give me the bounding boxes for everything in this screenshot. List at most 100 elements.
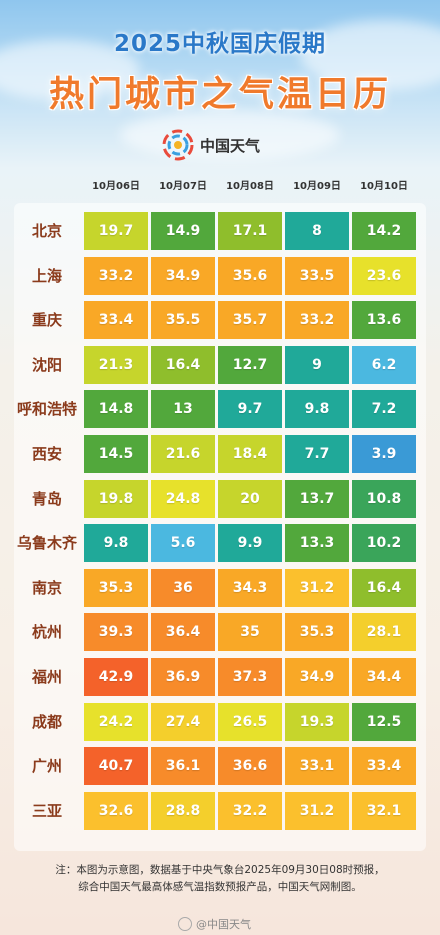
temperature-cell: 28.8 — [151, 791, 215, 830]
temperature-cell: 36.1 — [151, 747, 215, 786]
temperature-cell: 33.2 — [285, 301, 349, 340]
temperature-cell: 9.7 — [218, 390, 282, 429]
temperature-cell: 10.2 — [352, 524, 416, 563]
temperature-cell: 14.9 — [151, 212, 215, 250]
city-label: 乌鲁木齐 — [16, 534, 77, 553]
temperature-cell: 17.1 — [218, 212, 282, 250]
temperature-cell: 12.5 — [352, 702, 416, 741]
temperature-cell: 42.9 — [84, 658, 148, 696]
temperature-cell: 33.1 — [285, 747, 349, 786]
temperature-cell: 12.7 — [218, 345, 282, 384]
city-label: 上海 — [31, 266, 62, 285]
temperature-cell: 14.5 — [84, 435, 148, 473]
temperature-cell: 16.4 — [352, 568, 416, 607]
temperature-cell: 19.8 — [84, 479, 148, 518]
temperature-cell: 9 — [285, 345, 349, 384]
temperature-cell: 9.9 — [218, 524, 282, 563]
temperature-cell: 37.3 — [218, 658, 282, 696]
temperature-cell: 39.3 — [84, 613, 148, 652]
watermark-text: @中国天气 — [196, 918, 251, 931]
temperature-cell: 16.4 — [151, 345, 215, 384]
brand-logo: 中国天气 — [162, 128, 260, 162]
watermark: @中国天气 — [178, 916, 251, 932]
temperature-cell: 26.5 — [218, 702, 282, 741]
temperature-cell: 13 — [151, 390, 215, 429]
temperature-cell: 14.2 — [352, 212, 416, 250]
city-label: 广州 — [31, 757, 62, 776]
footnote: 注：本图为示意图，数据基于中央气象台2025年09月30日08时预报， 综合中国… — [0, 862, 440, 896]
temperature-cell: 36.6 — [218, 747, 282, 786]
temperature-cell: 34.9 — [151, 256, 215, 295]
temperature-cell: 34.3 — [218, 568, 282, 607]
temperature-cell: 27.4 — [151, 702, 215, 741]
temperature-cell: 24.8 — [151, 479, 215, 518]
temperature-cell: 31.2 — [285, 568, 349, 607]
temperature-cell: 35.5 — [151, 301, 215, 340]
temperature-cell: 32.6 — [84, 791, 148, 830]
temperature-cell: 10.8 — [352, 479, 416, 518]
temperature-cell: 18.4 — [218, 435, 282, 473]
city-label: 南京 — [31, 578, 62, 597]
temperature-cell: 28.1 — [352, 613, 416, 652]
temperature-cell: 33.4 — [84, 301, 148, 340]
city-label: 三亚 — [31, 801, 62, 820]
city-label: 北京 — [31, 222, 62, 240]
city-label: 成都 — [31, 712, 62, 731]
temperature-cell: 6.2 — [352, 345, 416, 384]
city-label: 杭州 — [31, 623, 62, 642]
temperature-cell: 20 — [218, 479, 282, 518]
temperature-cell: 7.7 — [285, 435, 349, 473]
column-header: 10月06日 — [92, 181, 140, 192]
temperature-cell: 9.8 — [84, 524, 148, 563]
temperature-cell: 7.2 — [352, 390, 416, 429]
temperature-cell: 35.3 — [285, 613, 349, 652]
temperature-cell: 24.2 — [84, 702, 148, 741]
page-subtitle: 2025中秋国庆假期 — [113, 31, 326, 57]
weather-logo-icon — [162, 129, 194, 161]
temperature-cell: 34.9 — [285, 658, 349, 696]
footnote-line-2: 综合中国天气最高体感气温指数预报产品，中国天气网制图。 — [78, 881, 362, 893]
city-label: 青岛 — [31, 489, 62, 508]
temperature-cell: 19.3 — [285, 702, 349, 741]
city-label: 福州 — [31, 668, 62, 686]
temperature-cell: 13.7 — [285, 479, 349, 518]
temperature-cell: 36.4 — [151, 613, 215, 652]
temperature-cell: 35.3 — [84, 568, 148, 607]
temperature-cell: 14.8 — [84, 390, 148, 429]
temperature-cell: 31.2 — [285, 791, 349, 830]
temperature-cell: 34.4 — [352, 658, 416, 696]
column-header: 10月10日 — [360, 181, 408, 192]
temperature-cell: 21.6 — [151, 435, 215, 473]
city-label: 重庆 — [31, 311, 62, 330]
column-header: 10月08日 — [226, 181, 274, 192]
temperature-cell: 35 — [218, 613, 282, 652]
temperature-cell: 33.2 — [84, 256, 148, 295]
column-header: 10月07日 — [159, 181, 207, 192]
temperature-cell: 5.6 — [151, 524, 215, 563]
temperature-cell: 33.4 — [352, 747, 416, 786]
header: 2025中秋国庆假期 热门城市之气温日历 中国天气 — [0, 0, 440, 175]
temperature-cell: 32.2 — [218, 791, 282, 830]
temperature-cell: 9.8 — [285, 390, 349, 429]
temperature-cell: 35.6 — [218, 256, 282, 295]
temperature-cell: 33.5 — [285, 256, 349, 295]
temperature-cell: 23.6 — [352, 256, 416, 295]
temperature-cell: 32.1 — [352, 791, 416, 830]
temperature-cell: 19.7 — [84, 212, 148, 250]
temperature-cell: 8 — [285, 212, 349, 250]
temperature-cell: 21.3 — [84, 345, 148, 384]
column-header: 10月09日 — [293, 181, 341, 192]
temperature-cell: 40.7 — [84, 747, 148, 786]
temperature-cell: 13.3 — [285, 524, 349, 563]
temperature-cell: 36.9 — [151, 658, 215, 696]
city-label: 西安 — [31, 445, 62, 463]
city-label: 呼和浩特 — [16, 400, 77, 419]
weibo-icon — [178, 917, 192, 931]
temperature-cell: 13.6 — [352, 301, 416, 340]
page-title: 热门城市之气温日历 — [48, 75, 391, 115]
temperature-cell: 35.7 — [218, 301, 282, 340]
city-label: 沈阳 — [31, 355, 62, 374]
temperature-cell: 3.9 — [352, 435, 416, 473]
footnote-line-1: 注：本图为示意图，数据基于中央气象台2025年09月30日08时预报， — [55, 864, 385, 876]
temperature-cell: 36 — [151, 568, 215, 607]
